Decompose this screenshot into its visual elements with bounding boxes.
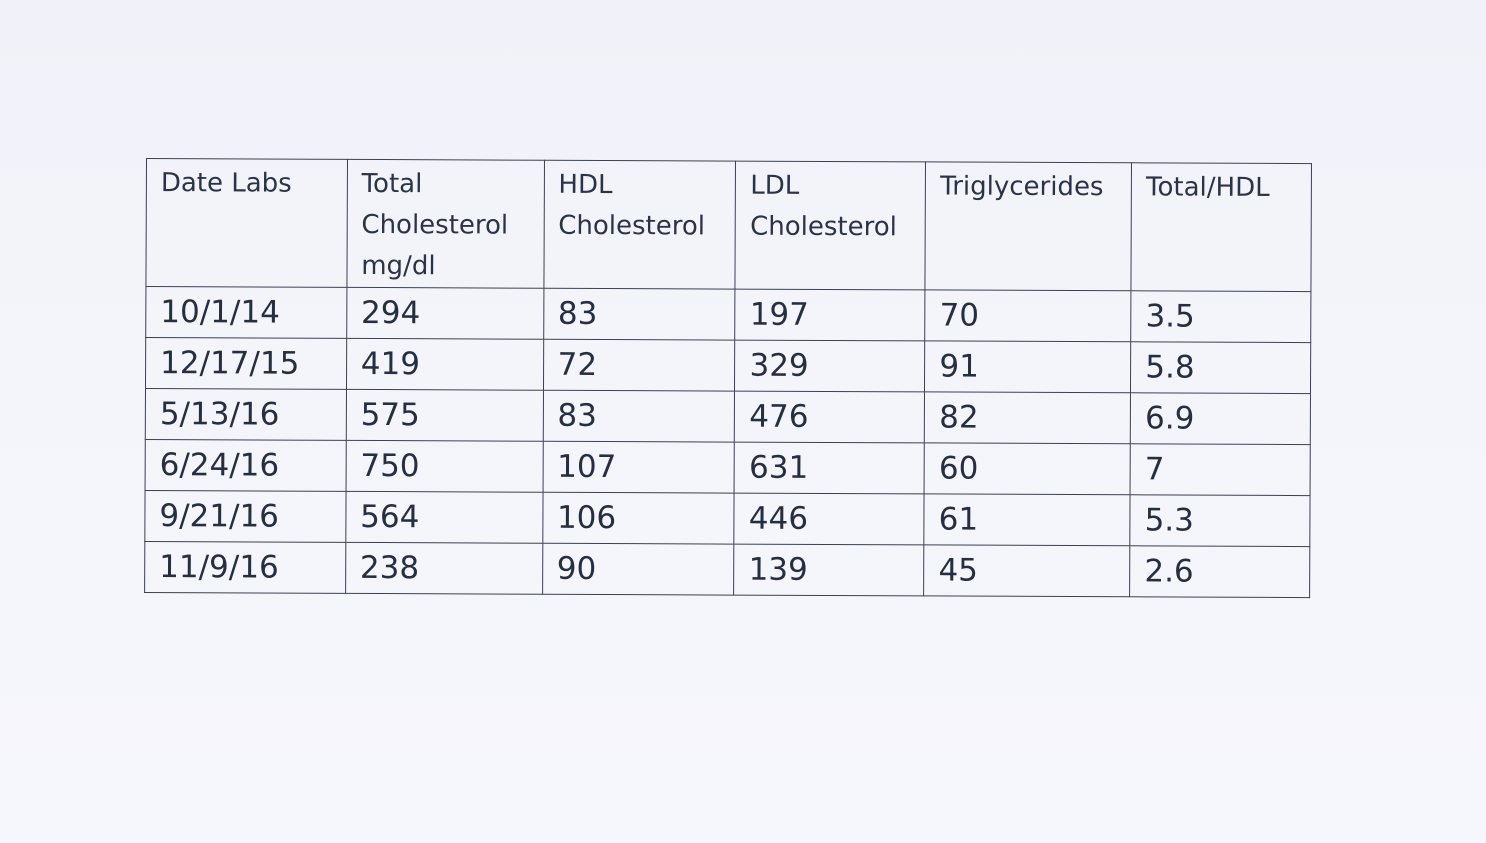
header-ldl-cholesterol-line-2: Cholesterol	[750, 211, 897, 243]
table-header: Date Labs Total Cholesterol mg/dl HDL Ch…	[145, 158, 1312, 292]
header-total-hdl-ratio-line-1: Total/HDL	[1146, 172, 1270, 203]
cell-hdl: 83	[543, 288, 736, 341]
cell-total-hdl: 3.5	[1130, 290, 1311, 343]
header-hdl-cholesterol-line-2: Cholesterol	[558, 210, 706, 242]
cell-ldl: 197	[735, 289, 926, 341]
cell-total-cholesterol: 575	[346, 389, 544, 442]
cell-triglycerides: 60	[924, 442, 1131, 495]
table-body: 10/1/14 294 83 197 70 3.5 12/17/15 419 7…	[144, 286, 1311, 598]
header-row: Date Labs Total Cholesterol mg/dl HDL Ch…	[145, 158, 1312, 292]
cell-date: 9/21/16	[144, 490, 346, 543]
cell-total-cholesterol: 564	[345, 491, 543, 544]
header-hdl-cholesterol: HDL Cholesterol	[543, 160, 736, 290]
header-total-cholesterol-line-1: Total	[361, 168, 423, 200]
header-triglycerides-line-1: Triglycerides	[940, 171, 1104, 203]
cell-date: 12/17/15	[145, 337, 347, 390]
header-total-hdl-ratio: Total/HDL	[1131, 162, 1312, 292]
cell-hdl: 90	[542, 543, 735, 596]
cell-total-cholesterol: 750	[345, 440, 543, 493]
table-row: 9/21/16 564 106 446 61 5.3	[144, 490, 1311, 547]
cell-total-hdl: 5.8	[1130, 341, 1311, 394]
header-ldl-cholesterol: LDL Cholesterol	[735, 161, 926, 290]
cell-triglycerides: 70	[925, 289, 1132, 342]
table-row: 12/17/15 419 72 329 91 5.8	[145, 337, 1311, 394]
header-total-cholesterol: Total Cholesterol mg/dl	[346, 159, 545, 289]
header-date-labs: Date Labs	[145, 158, 348, 288]
cell-hdl: 83	[542, 390, 735, 443]
table-row: 5/13/16 575 83 476 82 6.9	[145, 388, 1311, 445]
cell-triglycerides: 82	[924, 391, 1131, 444]
cholesterol-lab-table: Date Labs Total Cholesterol mg/dl HDL Ch…	[144, 158, 1312, 598]
cell-date: 5/13/16	[145, 388, 347, 441]
table-row: 10/1/14 294 83 197 70 3.5	[145, 286, 1311, 343]
cell-total-hdl: 2.6	[1129, 545, 1310, 598]
cell-ldl: 139	[734, 544, 925, 596]
cell-date: 10/1/14	[145, 286, 347, 339]
cell-ldl: 329	[734, 340, 926, 392]
header-total-cholesterol-line-3: mg/dl	[361, 250, 436, 282]
cell-triglycerides: 61	[924, 493, 1131, 546]
table-row: 6/24/16 750 107 631 60 7	[145, 439, 1311, 496]
cell-total-hdl: 7	[1130, 443, 1311, 496]
cell-hdl: 106	[542, 492, 735, 545]
header-total-cholesterol-line-2: Cholesterol	[361, 209, 509, 241]
cell-hdl: 72	[543, 339, 736, 392]
cell-ldl: 476	[734, 391, 925, 443]
header-triglycerides: Triglycerides	[925, 161, 1132, 291]
header-hdl-cholesterol-line-1: HDL	[558, 169, 613, 201]
cell-total-cholesterol: 294	[346, 287, 544, 340]
cell-total-hdl: 5.3	[1130, 494, 1311, 547]
cell-hdl: 107	[542, 441, 735, 494]
cell-triglycerides: 91	[924, 340, 1131, 393]
cell-ldl: 631	[734, 442, 925, 494]
header-date-labs-line-1: Date Labs	[160, 168, 292, 199]
cell-ldl: 446	[734, 493, 925, 545]
table-row: 11/9/16 238 90 139 45 2.6	[144, 541, 1310, 598]
cell-date: 11/9/16	[144, 541, 346, 594]
cell-total-cholesterol: 419	[346, 338, 544, 391]
cell-triglycerides: 45	[923, 544, 1131, 597]
cell-total-hdl: 6.9	[1130, 392, 1311, 445]
cell-date: 6/24/16	[145, 439, 347, 492]
cell-total-cholesterol: 238	[345, 542, 543, 595]
header-ldl-cholesterol-line-1: LDL	[750, 170, 800, 201]
